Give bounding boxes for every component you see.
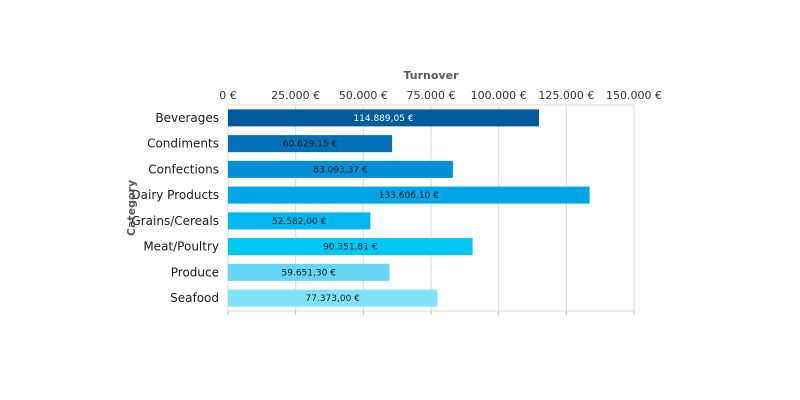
data-label: 83.093,37 € <box>313 165 368 175</box>
x-axis-title: Turnover <box>404 69 460 82</box>
data-label: 52.582,00 € <box>272 217 327 227</box>
data-label: 77.373,00 € <box>306 294 361 304</box>
category-label: Confections <box>148 162 219 176</box>
category-label: Dairy Products <box>131 188 219 202</box>
x-tick-label: 125.000 € <box>538 89 594 102</box>
y-axis-title: Category <box>125 180 138 236</box>
bar <box>228 212 371 230</box>
bar <box>228 109 539 127</box>
bar <box>228 186 590 204</box>
category-label: Meat/Poultry <box>143 240 219 254</box>
category-label: Seafood <box>170 291 219 305</box>
category-label: Condiments <box>147 137 219 151</box>
bar <box>228 289 438 307</box>
data-label: 60.629,15 € <box>283 140 338 150</box>
y-axis-categories: Beverages Condiments Confections Dairy Prod… <box>131 111 219 305</box>
x-axis-ticks: 0 € 25.000 € 50.000 € 75.000 € 100.000 € 125.… <box>219 89 662 102</box>
x-tick-label: 100.000 € <box>471 89 527 102</box>
x-tick-label: 50.000 € <box>339 89 388 102</box>
data-label: 59.651,30 € <box>282 268 337 278</box>
category-label: Produce <box>171 265 219 279</box>
x-tick-label: 150.000 € <box>606 89 662 102</box>
category-label: Grains/Cereals <box>131 214 219 228</box>
x-tick-label: 75.000 € <box>407 89 456 102</box>
bar <box>228 238 473 256</box>
category-label: Beverages <box>155 111 219 125</box>
x-tick-label: 0 € <box>219 89 237 102</box>
bar <box>228 135 393 153</box>
data-label: 90.351,81 € <box>323 243 378 253</box>
data-label: 133.606,10 € <box>379 191 439 201</box>
bars: 114.889,05 € 60.629,15 € 83.093,37 € 133.60… <box>228 109 590 307</box>
data-label: 114.889,05 € <box>353 114 413 124</box>
bar <box>228 160 453 178</box>
x-tick-label: 25.000 € <box>271 89 320 102</box>
bar <box>228 263 390 281</box>
